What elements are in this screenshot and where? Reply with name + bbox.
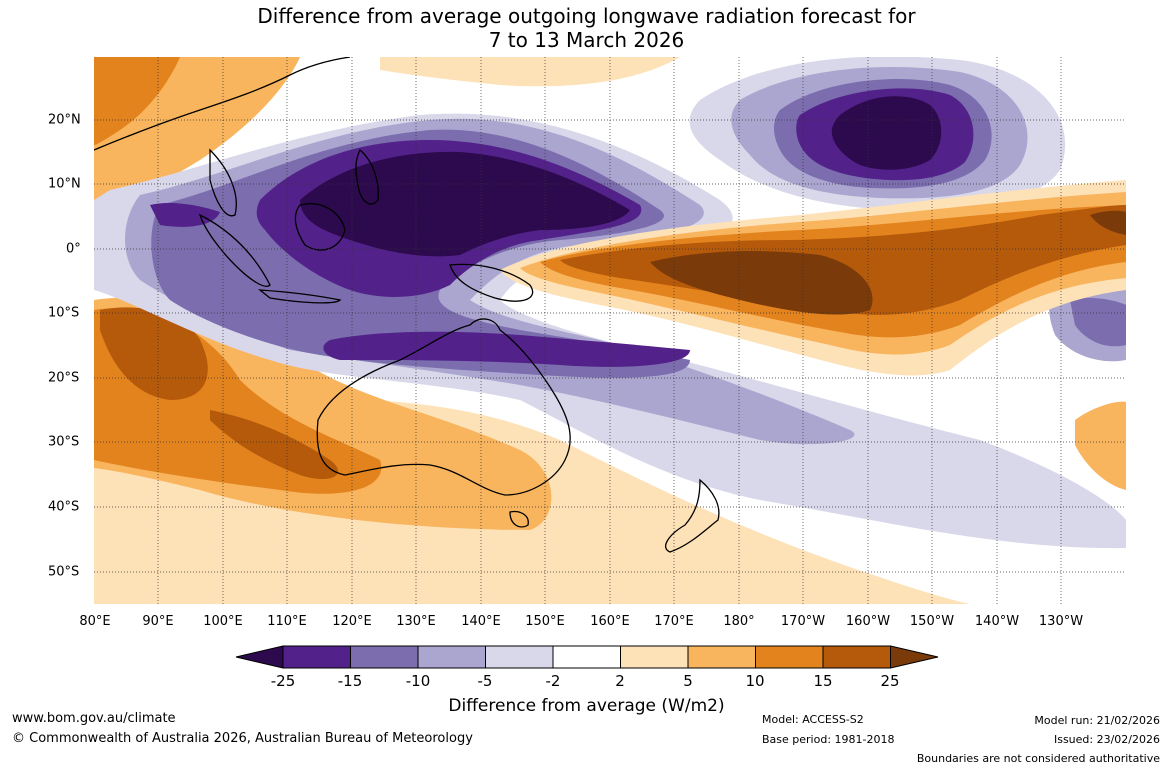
lon-label: 90°E	[142, 614, 174, 629]
base-period: Base period: 1981-2018	[762, 733, 895, 746]
south-east-pacific-strong-purple	[1070, 297, 1126, 347]
new-guinea-coastline	[449, 263, 534, 302]
lat-label: 0°	[66, 241, 81, 257]
east-pacific-darkest-brown	[1090, 210, 1126, 235]
lon-label: 110°E	[267, 614, 307, 629]
colorbar-bin	[755, 645, 824, 669]
lon-label: 170°E	[654, 614, 694, 629]
lat-label: 40°S	[48, 499, 80, 515]
colorbar-tick-label: -10	[405, 672, 431, 690]
north-pacific-darkest-purple	[831, 96, 942, 170]
malay-peninsula-coastline	[209, 148, 237, 217]
maritime-continent-darkest	[300, 151, 630, 257]
lon-label: 170°W	[780, 614, 826, 629]
colorbar-extend-max	[890, 645, 939, 669]
lon-label: 180°	[723, 614, 755, 629]
south-east-orange-patch	[1075, 401, 1126, 490]
tasmania-coastline	[509, 510, 529, 528]
indian-ocean-brown-2	[210, 410, 339, 480]
asia-dark-orange	[94, 57, 180, 145]
colorbar-tick-label: -2	[545, 672, 561, 690]
lon-label: 120°E	[332, 614, 372, 629]
lon-label: 160°W	[845, 614, 891, 629]
lat-label: 20°N	[48, 112, 81, 128]
graticule	[94, 57, 1126, 604]
map-title: Difference from average outgoing longwav…	[0, 4, 1173, 52]
lat-label: 10°N	[48, 176, 81, 192]
map-title-line-2: 7 to 13 March 2026	[488, 28, 685, 52]
equatorial-pacific-darkest-brown	[650, 250, 873, 315]
colorbar	[235, 645, 939, 669]
indian-ocean-brown-1	[100, 307, 208, 400]
australia-coastline	[316, 318, 571, 496]
lon-label: 160°E	[590, 614, 630, 629]
lat-label: 30°S	[48, 434, 80, 450]
colorbar-tick-label: 5	[683, 672, 693, 690]
asia-coastline	[94, 57, 351, 151]
issued-date: Issued: 23/02/2026	[1053, 733, 1160, 746]
colorbar-bin	[687, 645, 756, 669]
colorbar-tick-label: 15	[813, 672, 833, 690]
lat-label: 20°S	[48, 370, 80, 386]
sumatra-coastline	[198, 213, 271, 287]
java-coastline	[257, 289, 342, 304]
colorbar-bin	[282, 645, 351, 669]
colorbar-bin	[822, 645, 891, 669]
philippines-coastline	[355, 148, 379, 205]
lon-label: 130°E	[396, 614, 436, 629]
lat-label: 10°S	[48, 305, 80, 321]
lon-label: 150°W	[909, 614, 955, 629]
north-pacific-light-orange	[380, 57, 680, 87]
lon-label: 100°E	[203, 614, 243, 629]
lon-label: 140°W	[974, 614, 1020, 629]
anomaly-field	[94, 57, 1126, 604]
colorbar-tick-label: -25	[270, 672, 296, 690]
colorbar-bin	[620, 645, 689, 669]
lon-label: 150°E	[525, 614, 565, 629]
colorbar-title: Difference from average (W/m2)	[448, 696, 725, 716]
colorbar-bin	[417, 645, 486, 669]
colorbar-bin	[350, 645, 419, 669]
colorbar-bin	[485, 645, 554, 669]
model-run-date: Model run: 21/02/2026	[1034, 714, 1160, 727]
colorbar-tick-label: 10	[745, 672, 765, 690]
model-name: Model: ACCESS-S2	[762, 713, 864, 726]
website-link[interactable]: www.bom.gov.au/climate	[12, 711, 176, 726]
boundaries-disclaimer: Boundaries are not considered authoritat…	[916, 752, 1160, 765]
lon-label: 80°E	[79, 614, 111, 629]
map-title-line-1: Difference from average outgoing longwav…	[257, 4, 916, 28]
lon-label: 130°W	[1038, 614, 1084, 629]
colorbar-tick-label: 25	[880, 672, 900, 690]
colorbar-tick-label: 2	[615, 672, 625, 690]
colorbar-tick-label: -5	[477, 672, 493, 690]
colorbar-bin	[552, 645, 621, 669]
colorbar-extend-min	[235, 645, 284, 669]
lat-label: 50°S	[48, 564, 80, 580]
colorbar-tick-label: -15	[337, 672, 363, 690]
copyright-text: © Commonwealth of Australia 2026, Austra…	[12, 731, 473, 746]
australia-purple-band	[323, 331, 690, 367]
lon-label: 140°E	[461, 614, 501, 629]
